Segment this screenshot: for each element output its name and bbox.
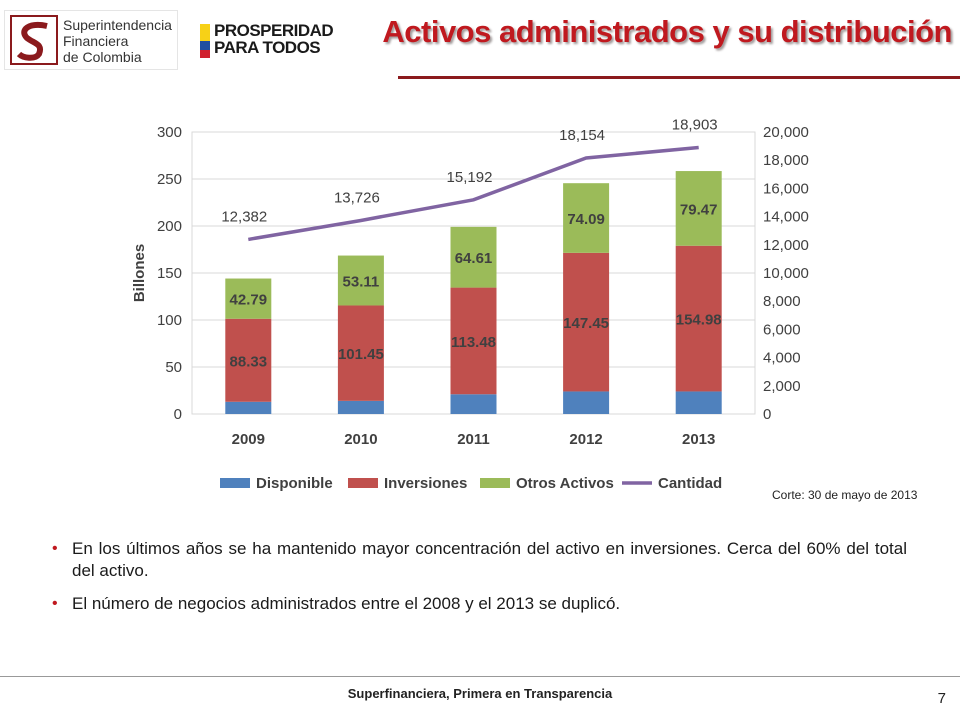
superfinanciera-emblem-icon [10, 15, 58, 65]
bar-data-label: 64.61 [455, 250, 493, 267]
x-tick-label: 2012 [569, 431, 602, 448]
bar-data-label: 88.33 [230, 353, 268, 370]
legend-label: Inversiones [384, 475, 467, 492]
y2-tick-label: 4,000 [763, 350, 801, 367]
bar-data-label: 42.79 [230, 292, 268, 309]
line-cantidad [248, 145, 699, 242]
bar-otros-activos [675, 171, 722, 246]
bar-disponible [450, 394, 497, 414]
x-tick-label: 2013 [682, 431, 715, 448]
prosperidad-logo: PROSPERIDAD PARA TODOS [200, 18, 350, 62]
legend-label: Otros Activos [516, 475, 614, 492]
y-tick-label: 250 [157, 171, 182, 188]
y2-tick-label: 0 [763, 406, 771, 423]
y-tick-label: 0 [174, 406, 182, 423]
page-title: Activos administrados y su distribución [382, 14, 952, 49]
legend-label: Cantidad [658, 475, 722, 492]
legend-label: Disponible [256, 475, 333, 492]
bar-inversiones [675, 245, 722, 392]
bar-otros-activos [225, 278, 272, 319]
cutoff-note: Corte: 30 de mayo de 2013 [772, 488, 918, 502]
y-tick-label: 150 [157, 265, 182, 282]
y-axis-label: Billones [131, 244, 148, 302]
line-data-label: 15,192 [447, 169, 493, 186]
y2-tick-label: 8,000 [763, 293, 801, 310]
bullet-text: En los últimos años se ha mantenido mayo… [72, 539, 907, 580]
colombia-flag-icon [200, 24, 210, 58]
footer-text: Superfinanciera, Primera en Transparenci… [347, 686, 613, 701]
bullet-item: • En los últimos años se ha mantenido ma… [52, 538, 907, 582]
x-tick-label: 2011 [457, 431, 490, 448]
bar-otros-activos [563, 183, 610, 253]
bar-data-label: 147.45 [563, 315, 609, 332]
x-tick-label: 2009 [232, 431, 265, 448]
y2-tick-label: 6,000 [763, 321, 801, 338]
footer-divider [0, 676, 960, 677]
bullet-item: • El número de negocios administrados en… [52, 593, 907, 615]
bar-data-label: 53.11 [343, 274, 380, 291]
y-tick-label: 50 [165, 359, 182, 376]
y2-tick-label: 18,000 [763, 152, 809, 169]
bar-data-label: 154.98 [676, 312, 722, 329]
bullet-dot-icon: • [52, 540, 58, 557]
bullet-text: El número de negocios administrados entr… [72, 594, 621, 613]
logo-text: Superintendencia Financiera de Colombia [63, 17, 172, 65]
line-data-label: 13,726 [334, 189, 380, 206]
bar-data-label: 113.48 [451, 334, 496, 351]
bar-data-label: 79.47 [680, 201, 718, 218]
bullet-list: • En los últimos años se ha mantenido ma… [52, 538, 907, 626]
bar-disponible [563, 391, 610, 414]
y2-tick-label: 12,000 [763, 237, 809, 254]
y-tick-label: 100 [157, 312, 182, 329]
y-tick-label: 300 [157, 124, 182, 141]
y-tick-label: 200 [157, 218, 182, 235]
prosperidad-text: PROSPERIDAD PARA TODOS [214, 21, 334, 57]
y2-tick-label: 16,000 [763, 180, 809, 197]
bar-data-label: 101.45 [338, 346, 384, 363]
bullet-dot-icon: • [52, 595, 58, 612]
bar-disponible [225, 401, 272, 414]
legend-swatch [480, 478, 510, 488]
line-data-label: 18,903 [672, 116, 718, 133]
bar-inversiones [563, 252, 610, 392]
bar-otros-activos [450, 226, 497, 288]
y2-tick-label: 10,000 [763, 265, 809, 282]
page-number: 7 [937, 690, 946, 707]
bar-otros-activos [337, 255, 384, 306]
legend-swatch [348, 478, 378, 488]
bar-inversiones [450, 287, 497, 395]
bar-inversiones [225, 318, 272, 402]
header: Superintendencia Financiera de Colombia … [0, 0, 960, 80]
bar-disponible [337, 400, 384, 414]
bar-inversiones [337, 305, 384, 401]
legend-swatch [220, 478, 250, 488]
line-data-label: 12,382 [221, 208, 267, 225]
line-data-label: 18,154 [559, 127, 605, 144]
bar-data-label: 74.09 [567, 211, 605, 228]
bar-disponible [675, 391, 722, 414]
y2-tick-label: 20,000 [763, 124, 809, 141]
assets-chart: 0 50 100 150 200 250 300 0 2,000 4,000 6,000 8,000 1… [131, 116, 809, 492]
y2-tick-label: 14,000 [763, 209, 809, 226]
superfinanciera-logo: Superintendencia Financiera de Colombia [4, 10, 178, 70]
title-underline [398, 76, 960, 79]
y2-tick-label: 2,000 [763, 378, 801, 395]
x-tick-label: 2010 [344, 431, 377, 448]
